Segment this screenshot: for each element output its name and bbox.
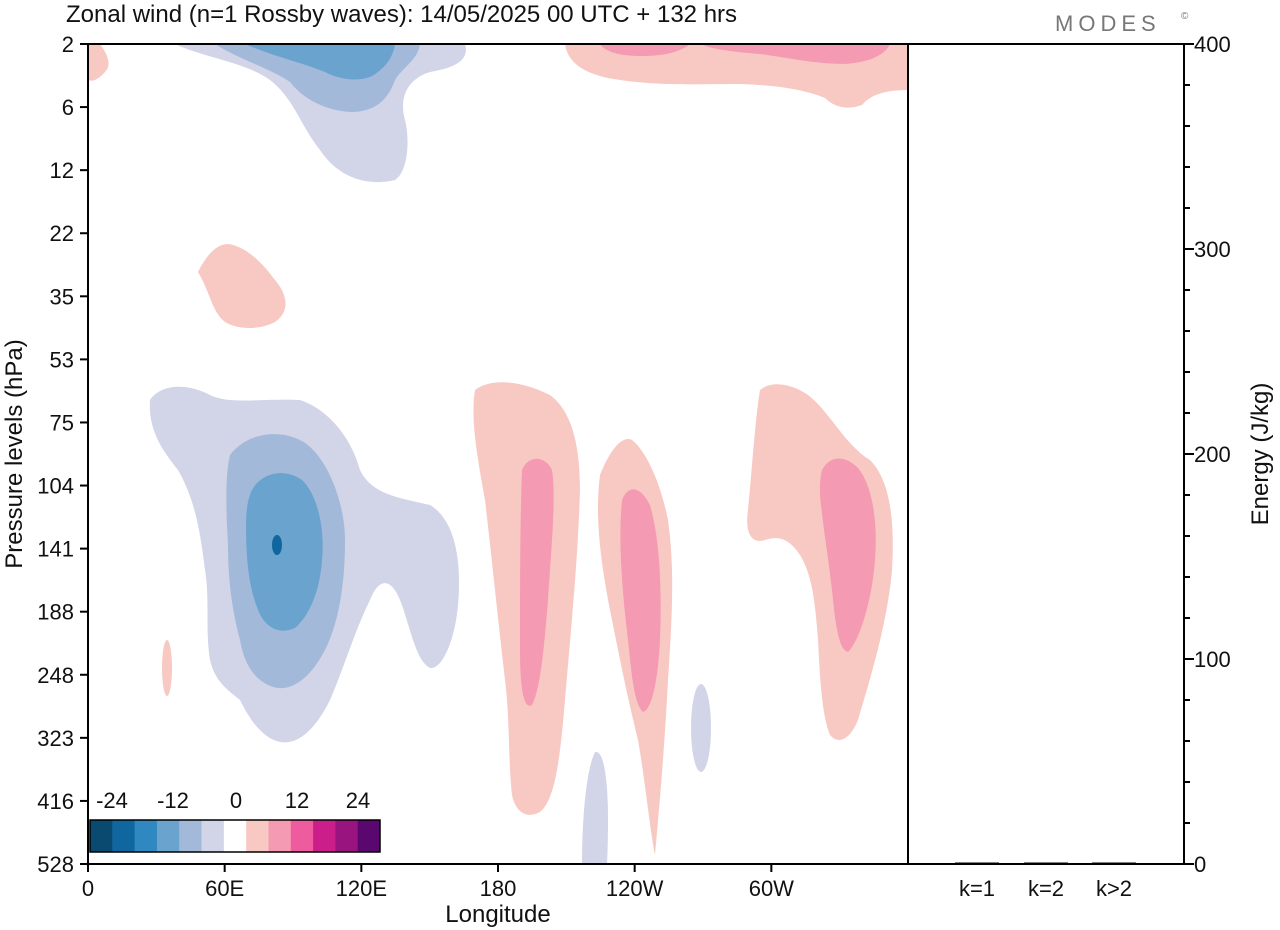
colorbar-swatch (134, 820, 158, 852)
colorbar-swatch (179, 820, 203, 852)
contour-negative-main-3 (246, 473, 323, 631)
colorbar-frame (89, 819, 381, 853)
colorbar-swatch (268, 820, 292, 852)
colorbar-label: 24 (346, 788, 370, 813)
colorbar: -24 -12 0 12 24 (89, 788, 381, 853)
energy-tick-label: 400 (1194, 32, 1231, 57)
energy-bar (1024, 862, 1068, 864)
colorbar-swatch (357, 820, 381, 852)
x-axis-title: Longitude (445, 901, 550, 928)
pressure-tick-label: 22 (50, 221, 74, 246)
contour-positive-col2-inner (620, 489, 661, 712)
longitude-tick-label: 120E (336, 876, 387, 901)
longitude-tick-label: 60W (749, 876, 794, 901)
contour-negative-core (272, 535, 282, 555)
pressure-tick-label: 528 (37, 852, 74, 877)
pressure-tick-label: 416 (37, 789, 74, 814)
colorbar-swatch (246, 820, 269, 852)
longitude-axis: 0 60E 120E 180 120W 60W (82, 864, 794, 901)
energy-tick-label: 200 (1194, 442, 1231, 467)
energy-bar (1092, 862, 1136, 864)
contour-positive-col1-inner (520, 458, 554, 706)
energy-category-label: k=1 (959, 876, 995, 901)
contour-positive-sliver (162, 640, 172, 696)
energy-tick-label: 0 (1194, 852, 1206, 877)
colorbar-swatch (335, 820, 359, 852)
contour-negative-top-3 (245, 44, 395, 80)
pressure-tick-label: 188 (37, 600, 74, 625)
colorbar-label: 0 (230, 788, 242, 813)
energy-tick-label: 100 (1194, 647, 1231, 672)
colorbar-label: -12 (157, 788, 189, 813)
pressure-tick-label: 248 (37, 663, 74, 688)
pressure-tick-label: 104 (37, 474, 74, 499)
contour-positive-top-2 (600, 44, 690, 56)
colorbar-label: -24 (96, 788, 128, 813)
colorbar-swatch (112, 820, 136, 852)
colorbar-swatch (156, 820, 180, 852)
energy-axis: 0 100 200 300 400 (1184, 32, 1231, 877)
pressure-tick-label: 141 (37, 537, 74, 562)
pressure-tick-label: 75 (50, 410, 74, 435)
pressure-tick-label: 6 (62, 95, 74, 120)
colorbar-swatch (90, 820, 113, 852)
contour-negative-small-1 (691, 684, 711, 772)
contour-positive-top-3 (700, 44, 890, 64)
contour-positive-mid (198, 244, 286, 328)
energy-bar (955, 862, 999, 864)
pressure-tick-label: 2 (62, 32, 74, 57)
energy-bars: k=1 k=2 k>2 (955, 862, 1136, 901)
contour-negative-small-2 (582, 751, 608, 864)
longitude-tick-label: 180 (480, 876, 517, 901)
energy-tick-label: 300 (1194, 237, 1231, 262)
contour-field (88, 44, 908, 864)
longitude-tick-label: 0 (82, 876, 94, 901)
brand-logo-text: MODES (1055, 11, 1161, 36)
colorbar-swatch (290, 820, 314, 852)
brand-logo-mark: © (1181, 11, 1189, 22)
pressure-tick-label: 35 (50, 284, 74, 309)
chart-title: Zonal wind (n=1 Rossby waves): 14/05/202… (66, 1, 737, 28)
longitude-tick-label: 120W (606, 876, 664, 901)
contour-positive-corner (88, 44, 109, 81)
energy-axis-title: Energy (J/kg) (1247, 383, 1274, 526)
pressure-tick-label: 12 (50, 158, 74, 183)
longitude-tick-label: 60E (205, 876, 244, 901)
energy-category-label: k>2 (1096, 876, 1132, 901)
colorbar-swatch (313, 820, 336, 852)
pressure-tick-label: 323 (37, 726, 74, 751)
pressure-tick-label: 53 (50, 347, 74, 372)
pressure-axis: 2 6 12 22 35 53 75 104 141 188 248 323 416 528 (37, 32, 88, 877)
colorbar-label: 12 (285, 788, 309, 813)
y-axis-title: Pressure levels (hPa) (1, 339, 28, 568)
colorbar-swatch (223, 820, 247, 852)
modes-logo: MODES © (1055, 11, 1189, 36)
energy-category-label: k=2 (1028, 876, 1064, 901)
contour-positive-col3-inner (820, 458, 876, 652)
colorbar-swatch (201, 820, 225, 852)
